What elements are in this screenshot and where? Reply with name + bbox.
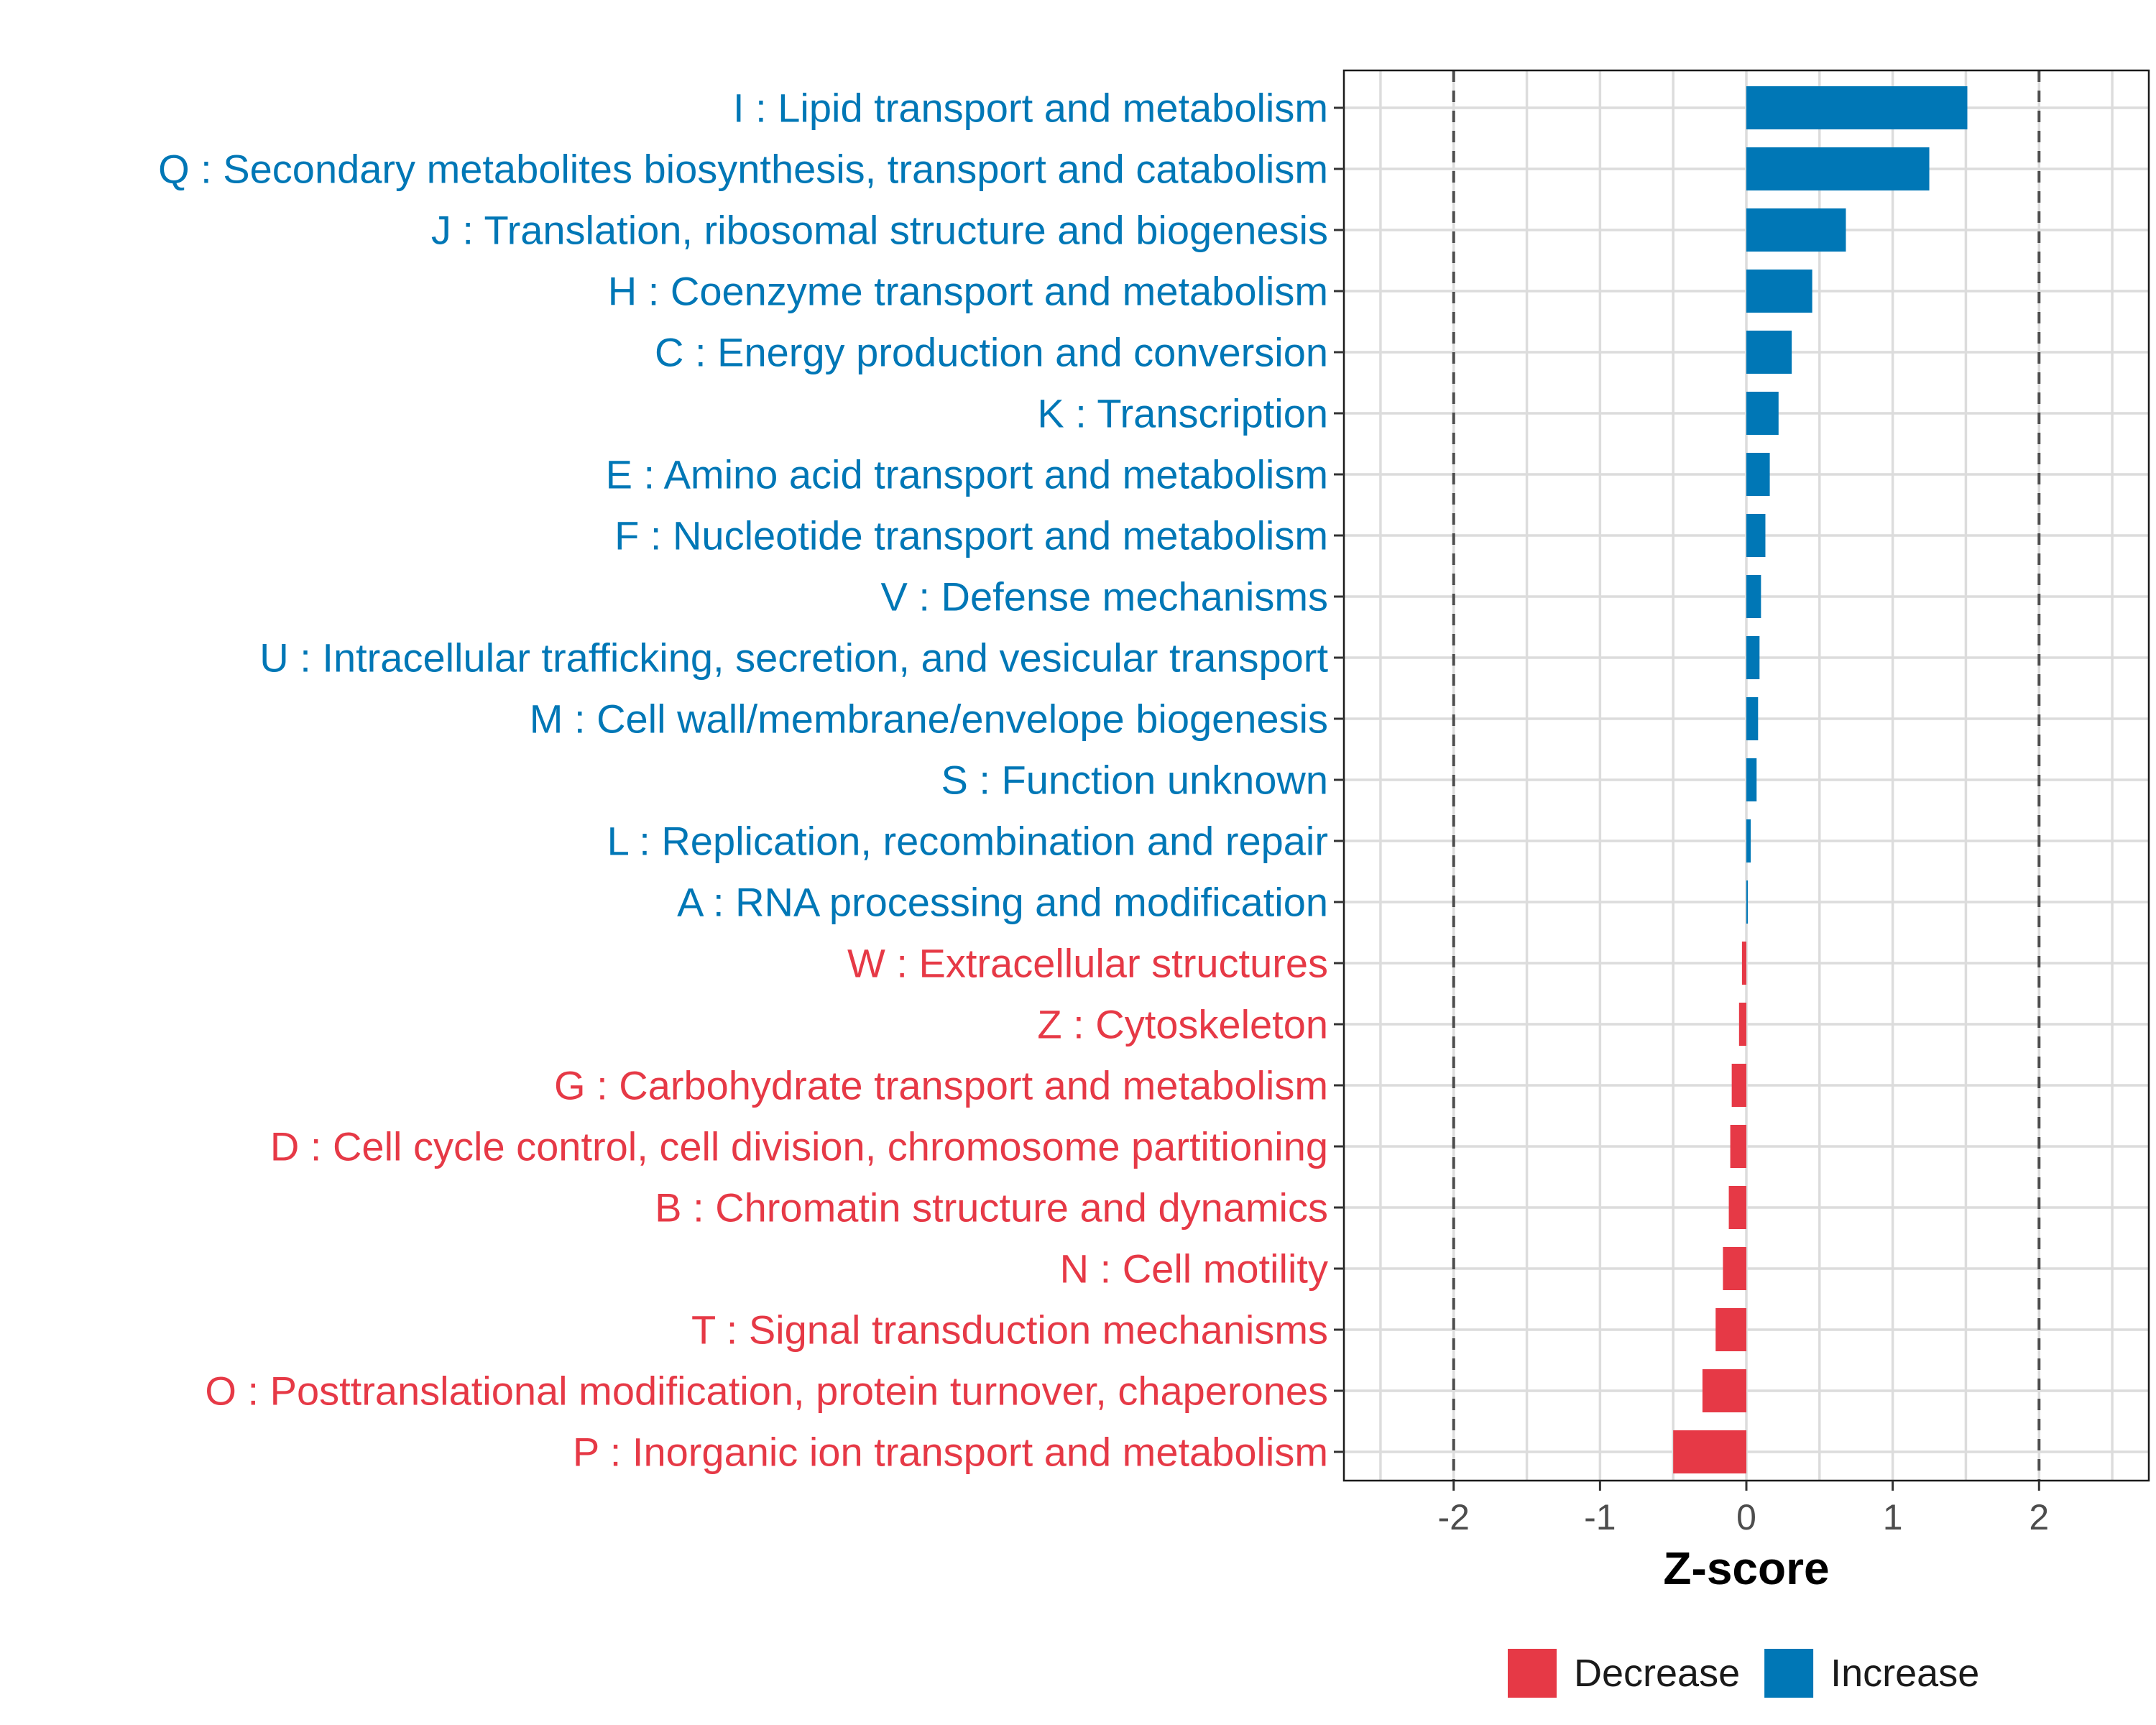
x-tick-label: 0 bbox=[1736, 1497, 1756, 1537]
bar bbox=[1741, 942, 1746, 985]
category-labels: I : Lipid transport and metabolism Q : Se… bbox=[158, 86, 1328, 1475]
bar bbox=[1746, 697, 1759, 740]
bar bbox=[1746, 453, 1770, 496]
category-label: B : Chromatin structure and dynamics bbox=[655, 1185, 1328, 1230]
x-tick-label: 1 bbox=[1883, 1497, 1903, 1537]
category-label: Q : Secondary metabolites biosynthesis, … bbox=[158, 147, 1328, 192]
x-tick-label: -2 bbox=[1437, 1497, 1469, 1537]
bar bbox=[1715, 1308, 1746, 1351]
x-tick-label: 2 bbox=[2029, 1497, 2049, 1537]
legend-key bbox=[1508, 1649, 1557, 1698]
legend-key bbox=[1764, 1649, 1814, 1698]
bar bbox=[1746, 636, 1760, 679]
bar bbox=[1746, 86, 1968, 129]
category-label: K : Transcription bbox=[1037, 391, 1328, 436]
category-label: P : Inorganic ion transport and metaboli… bbox=[573, 1430, 1328, 1475]
bar bbox=[1738, 1003, 1746, 1046]
bar bbox=[1673, 1430, 1746, 1473]
category-label: C : Energy production and conversion bbox=[655, 330, 1328, 375]
x-axis-ticks: -2 -1 0 1 2 bbox=[1437, 1481, 2049, 1537]
bar bbox=[1746, 880, 1749, 924]
category-label: D : Cell cycle control, cell division, c… bbox=[270, 1124, 1328, 1169]
bar bbox=[1746, 392, 1779, 435]
bar bbox=[1746, 208, 1846, 252]
category-label: M : Cell wall/membrane/envelope biogenes… bbox=[530, 696, 1328, 742]
category-label: N : Cell motility bbox=[1060, 1246, 1328, 1292]
bar bbox=[1746, 270, 1812, 313]
category-label: O : Posttranslational modification, prot… bbox=[205, 1368, 1328, 1414]
bar bbox=[1746, 575, 1761, 618]
bar bbox=[1730, 1125, 1746, 1168]
category-label: G : Carbohydrate transport and metabolis… bbox=[554, 1063, 1328, 1108]
bar bbox=[1746, 514, 1766, 557]
y-axis-ticks bbox=[1334, 106, 1344, 1453]
category-label: S : Function unknown bbox=[941, 758, 1328, 803]
bars bbox=[1673, 86, 1968, 1473]
bar bbox=[1746, 147, 1930, 190]
category-label: T : Signal transduction mechanisms bbox=[691, 1307, 1328, 1353]
bar bbox=[1746, 819, 1751, 862]
x-tick-label: -1 bbox=[1584, 1497, 1616, 1537]
bar bbox=[1731, 1064, 1746, 1107]
legend-item-increase: Increase bbox=[1764, 1649, 1979, 1698]
legend: Decrease Increase bbox=[1508, 1649, 1979, 1698]
reference-lines bbox=[1452, 70, 2041, 1481]
x-axis-title: Z-score bbox=[1663, 1542, 1829, 1594]
bar bbox=[1746, 331, 1792, 374]
category-label: I : Lipid transport and metabolism bbox=[733, 86, 1328, 131]
category-label: E : Amino acid transport and metabolism bbox=[606, 452, 1328, 497]
legend-label: Decrease bbox=[1574, 1652, 1740, 1695]
category-label: W : Extracellular structures bbox=[847, 941, 1328, 986]
category-label: H : Coenzyme transport and metabolism bbox=[608, 269, 1328, 314]
category-label: J : Translation, ribosomal structure and… bbox=[431, 208, 1328, 253]
legend-label: Increase bbox=[1830, 1652, 1979, 1695]
category-label: V : Defense mechanisms bbox=[881, 574, 1328, 620]
bar bbox=[1728, 1186, 1746, 1229]
legend-item-decrease: Decrease bbox=[1508, 1649, 1740, 1698]
bar bbox=[1702, 1369, 1746, 1412]
bar bbox=[1723, 1247, 1746, 1290]
category-label: Z : Cytoskeleton bbox=[1037, 1002, 1328, 1047]
category-label: L : Replication, recombination and repai… bbox=[607, 819, 1328, 864]
category-label: F : Nucleotide transport and metabolism bbox=[614, 513, 1328, 558]
category-label: U : Intracellular trafficking, secretion… bbox=[259, 635, 1328, 681]
category-label: A : RNA processing and modification bbox=[677, 880, 1328, 925]
bar bbox=[1746, 758, 1757, 801]
